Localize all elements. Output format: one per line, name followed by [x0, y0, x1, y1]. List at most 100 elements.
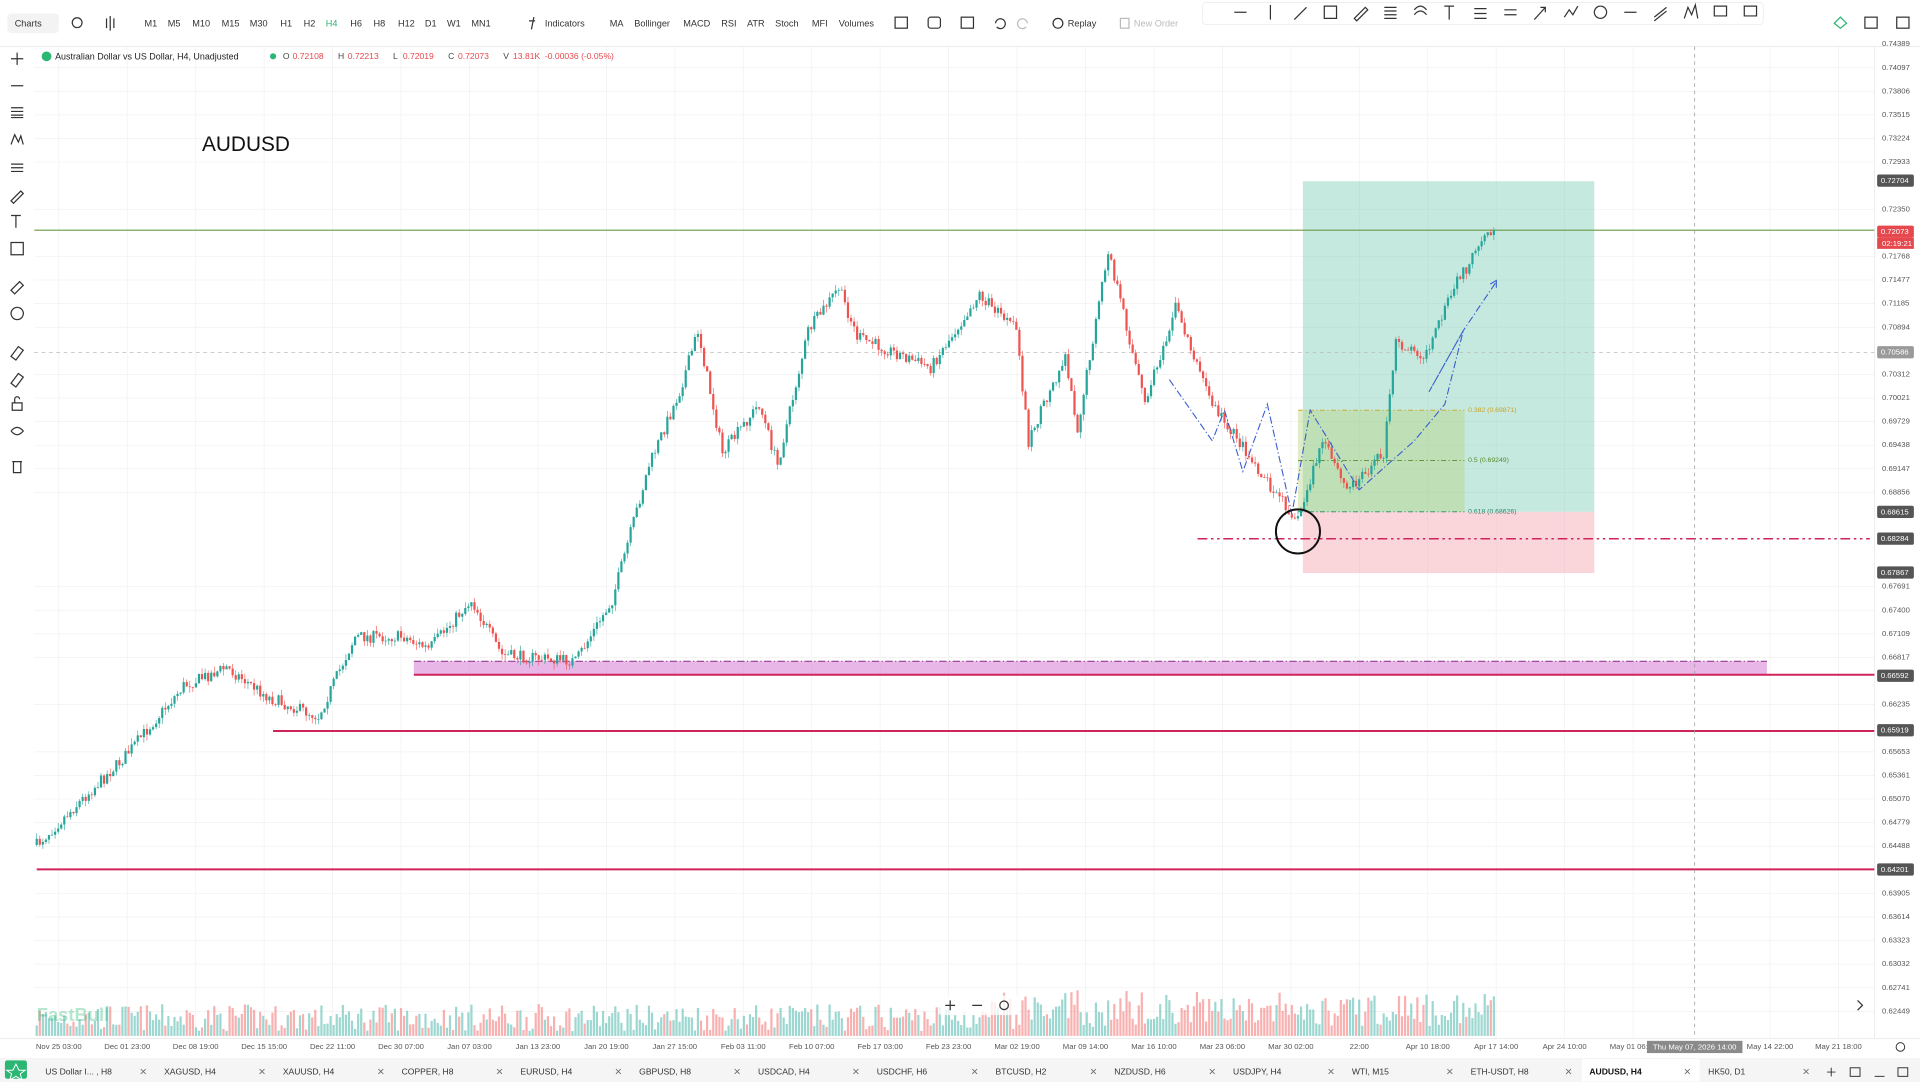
sync-icon[interactable]: [1833, 16, 1848, 29]
study-button[interactable]: RSI: [721, 18, 736, 28]
study-button[interactable]: Stoch: [775, 18, 798, 28]
tab-expand[interactable]: [1897, 1067, 1909, 1077]
study-button[interactable]: MACD: [683, 18, 710, 28]
redo-icon[interactable]: [1017, 18, 1028, 30]
tab-close[interactable]: [971, 1068, 978, 1075]
timeframe[interactable]: H1: [280, 18, 292, 28]
timeframe[interactable]: H8: [373, 18, 385, 28]
tab-close[interactable]: [1209, 1068, 1215, 1075]
tab-close[interactable]: [378, 1068, 384, 1075]
left-tool[interactable]: [11, 163, 24, 173]
left-tool[interactable]: [10, 372, 25, 388]
tab-close[interactable]: [259, 1068, 265, 1075]
timeframe[interactable]: M10: [192, 18, 210, 28]
drawing-tool[interactable]: [1653, 6, 1667, 22]
tab[interactable]: ETH-USDT, H8: [1471, 1066, 1529, 1076]
drawing-tool[interactable]: [1504, 9, 1517, 16]
timeframe[interactable]: D1: [425, 18, 437, 28]
timeframe[interactable]: M1: [144, 18, 157, 28]
tab[interactable]: GBPUSD, H8: [639, 1066, 691, 1076]
left-tool[interactable]: [11, 214, 21, 228]
compare-icon[interactable]: [105, 15, 115, 31]
calendar-icon[interactable]: [960, 16, 975, 29]
left-tool[interactable]: [10, 280, 25, 295]
timeframe[interactable]: H2: [304, 18, 316, 28]
drawing-tool[interactable]: [1293, 6, 1307, 21]
indicators-button[interactable]: Indicators: [545, 18, 585, 28]
study-button[interactable]: MA: [610, 18, 625, 28]
charts-button[interactable]: [7, 13, 59, 34]
timeframe[interactable]: H4: [326, 18, 338, 28]
reset-view[interactable]: [999, 1000, 1009, 1011]
study-button[interactable]: MFI: [812, 18, 828, 28]
drawing-tool[interactable]: [1713, 5, 1728, 17]
tab[interactable]: XAGUSD, H4: [164, 1066, 216, 1076]
tab-add[interactable]: [1826, 1067, 1836, 1077]
search-icon[interactable]: [71, 17, 83, 29]
settings-icon[interactable]: [1895, 1042, 1906, 1052]
left-tool[interactable]: [10, 133, 24, 145]
tab[interactable]: BTCUSD, H2: [996, 1066, 1047, 1076]
timeframe[interactable]: M15: [222, 18, 240, 28]
tab[interactable]: USDJPY, H4: [1233, 1066, 1282, 1076]
tab[interactable]: WTI, M15: [1352, 1066, 1389, 1076]
scroll-right[interactable]: [1857, 999, 1864, 1011]
timeframe[interactable]: H12: [398, 18, 415, 28]
undo-icon[interactable]: [994, 18, 1006, 30]
tab[interactable]: XAUUSD, H4: [283, 1066, 335, 1076]
drawing-tool[interactable]: [1474, 7, 1487, 20]
layout-icon[interactable]: [894, 16, 908, 29]
tab-close[interactable]: [1565, 1068, 1572, 1075]
timeframe[interactable]: H6: [350, 18, 362, 28]
replay-icon[interactable]: [1052, 17, 1064, 29]
alert-icon[interactable]: [927, 16, 942, 29]
tab[interactable]: EURUSD, H4: [520, 1066, 572, 1076]
left-tool[interactable]: [10, 190, 25, 205]
left-tool[interactable]: [11, 107, 24, 119]
left-tool[interactable]: [11, 396, 23, 411]
tab-layout[interactable]: [1849, 1067, 1861, 1077]
left-tool[interactable]: [10, 306, 24, 321]
tab-close[interactable]: [853, 1068, 859, 1075]
left-tool[interactable]: [12, 461, 23, 474]
drawing-tool[interactable]: [1413, 5, 1428, 16]
drawing-tool[interactable]: [1593, 5, 1608, 19]
left-tool[interactable]: [11, 52, 24, 65]
charts-label[interactable]: Charts: [15, 18, 42, 28]
timeframe[interactable]: M30: [250, 18, 268, 28]
tab[interactable]: HK50, D1: [1708, 1066, 1745, 1076]
timeframe[interactable]: M5: [168, 18, 181, 28]
tab-close[interactable]: [1803, 1068, 1809, 1075]
tab-close[interactable]: [496, 1068, 503, 1075]
tab[interactable]: COPPER, H8: [402, 1066, 454, 1076]
fullscreen-icon[interactable]: [1896, 16, 1910, 29]
drawing-tool[interactable]: [1444, 5, 1455, 20]
tab-close[interactable]: [615, 1068, 622, 1075]
timeframe[interactable]: W1: [447, 18, 461, 28]
tab[interactable]: NZDUSD, H6: [1114, 1066, 1166, 1076]
tab[interactable]: USDCAD, H4: [758, 1066, 810, 1076]
drawing-tool[interactable]: [1353, 6, 1369, 22]
tab-close[interactable]: [140, 1068, 147, 1075]
drawing-tool[interactable]: [1384, 6, 1397, 20]
share-icon[interactable]: [1864, 16, 1878, 29]
drawing-tool[interactable]: [1323, 5, 1338, 20]
tab-close[interactable]: [734, 1068, 740, 1075]
tab[interactable]: US Dollar I... , H8: [45, 1066, 112, 1076]
study-button[interactable]: Bollinger: [634, 18, 670, 28]
drawing-tool[interactable]: [1683, 2, 1699, 19]
left-tool[interactable]: [10, 345, 25, 361]
zoom-in[interactable]: [945, 1000, 983, 1011]
tab-close[interactable]: [1684, 1068, 1691, 1075]
timeframe[interactable]: MN1: [471, 18, 490, 28]
tab-close[interactable]: [1328, 1068, 1334, 1075]
replay-button[interactable]: Replay: [1068, 18, 1097, 28]
tab[interactable]: AUDUSD, H4: [1589, 1066, 1642, 1076]
tab[interactable]: USDCHF, H6: [877, 1066, 928, 1076]
drawing-tool[interactable]: [1563, 5, 1579, 18]
left-tool[interactable]: [10, 426, 25, 436]
left-tool[interactable]: [10, 241, 24, 256]
tab-close[interactable]: [1447, 1068, 1453, 1075]
drawing-tool[interactable]: [1533, 6, 1546, 21]
study-button[interactable]: ATR: [747, 18, 765, 28]
